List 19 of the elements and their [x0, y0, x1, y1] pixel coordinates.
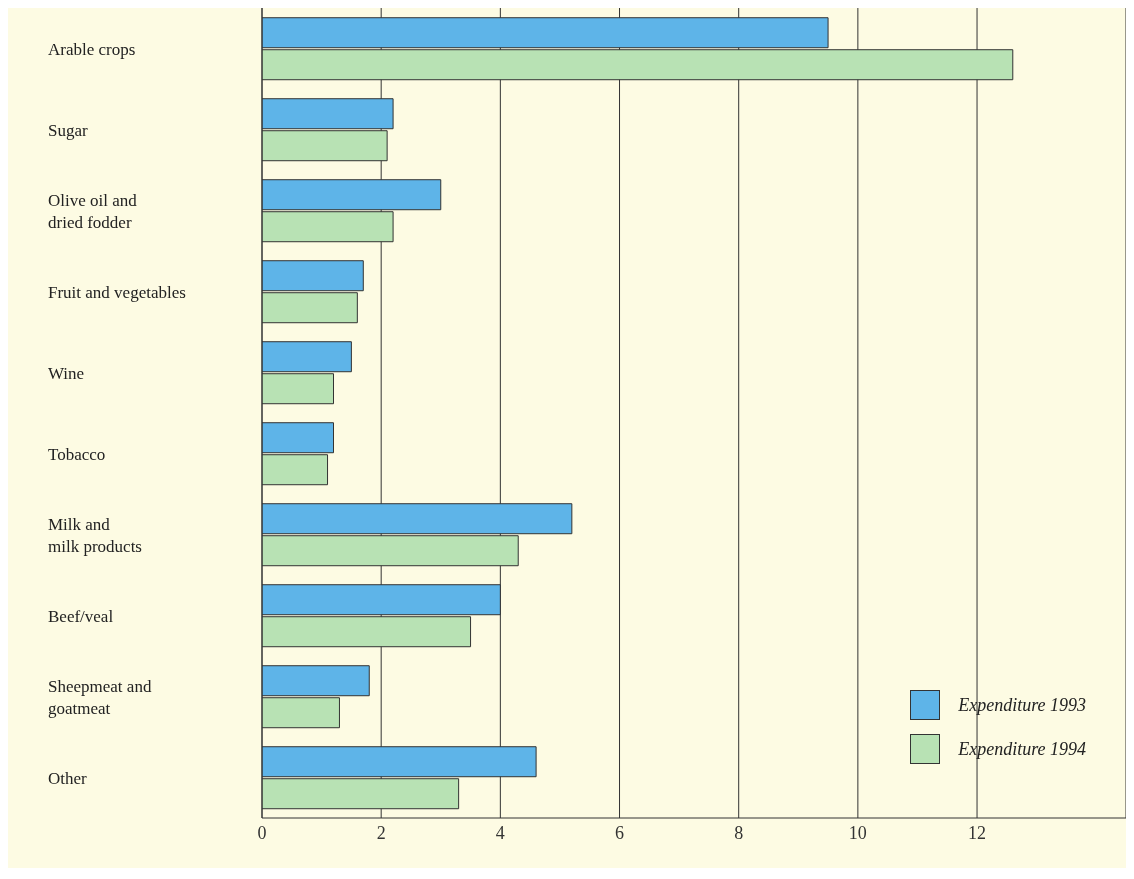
- y-tick-label: Beef/veal: [48, 606, 114, 625]
- y-tick-label: Wine: [48, 363, 85, 382]
- x-tick-label: 6: [615, 822, 625, 843]
- legend-label: Expenditure 1994: [958, 738, 1086, 760]
- x-tick-label: 8: [734, 822, 744, 843]
- y-tick-label: Other: [48, 768, 88, 787]
- x-tick-label: 2: [376, 822, 386, 843]
- x-tick-label: 4: [495, 822, 505, 843]
- y-tick-label: Milk and milk products: [48, 514, 142, 555]
- x-tick-label: 10: [848, 822, 867, 843]
- y-tick-label: Olive oil and dried fodder: [48, 190, 138, 231]
- y-tick-label: Sugar: [48, 120, 88, 139]
- y-tick-label: Fruit and vegetables: [48, 282, 186, 301]
- y-tick-label: Sheepmeat and goatmeat: [48, 676, 152, 717]
- x-tick-label: 0: [257, 822, 267, 843]
- legend-label: Expenditure 1993: [958, 694, 1086, 716]
- y-tick-label: Arable crops: [48, 39, 136, 58]
- x-tick-label: 12: [968, 822, 987, 843]
- y-tick-label: Tobacco: [48, 444, 106, 463]
